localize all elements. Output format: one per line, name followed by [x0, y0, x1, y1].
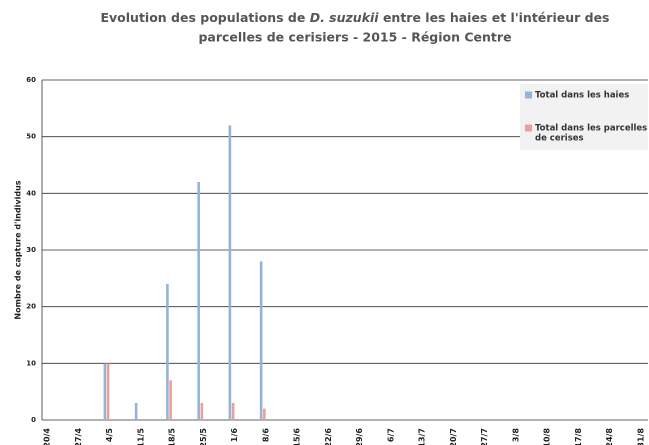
- y-tick-label: 0: [31, 416, 36, 424]
- x-tick-label: 29/6: [355, 428, 364, 445]
- x-tick-label: 6/7: [386, 428, 395, 442]
- x-tick-label: 3/8: [511, 428, 520, 442]
- title-part: Evolution des populations de: [101, 10, 306, 25]
- bar: [228, 125, 232, 420]
- x-tick-label: 11/5: [136, 428, 145, 445]
- x-tick-label: 15/6: [293, 428, 302, 445]
- legend-label: de cerises: [535, 134, 584, 144]
- x-tick-label: 17/8: [574, 428, 583, 445]
- bar: [106, 363, 110, 420]
- y-tick-label: 40: [26, 189, 36, 197]
- bar: [169, 380, 172, 420]
- y-axis-label: Nombre de capture d'individus: [14, 180, 23, 319]
- title-part: entre les haies et l'intérieur des: [383, 10, 610, 25]
- x-tick-label: 18/5: [168, 428, 177, 445]
- chart-title: Evolution des populations de D. suzukii …: [101, 10, 610, 25]
- x-tick-label: 27/7: [480, 428, 489, 445]
- x-tick-label: 8/6: [261, 428, 270, 442]
- x-tick-label: 20/4: [43, 428, 52, 445]
- y-tick-label: 10: [26, 359, 36, 367]
- y-tick-label: 30: [26, 246, 36, 254]
- x-tick-label: 22/6: [324, 428, 333, 445]
- x-tick-label: 1/6: [230, 428, 239, 442]
- x-tick-label: 4/5: [105, 428, 114, 442]
- y-tick-label: 20: [26, 303, 36, 311]
- legend-swatch: [525, 124, 532, 132]
- bar: [200, 403, 204, 420]
- bar: [134, 403, 138, 420]
- x-tick-label: 10/8: [543, 428, 552, 445]
- x-tick-label: 27/4: [74, 428, 83, 445]
- title-part: D. suzukii: [310, 10, 380, 25]
- bar: [231, 403, 235, 420]
- y-tick-label: 60: [26, 76, 36, 84]
- x-tick-label: 13/7: [418, 428, 427, 445]
- bar: [259, 261, 263, 420]
- legend-label: Total dans les haies: [535, 91, 629, 101]
- x-tick-label: 31/8: [636, 428, 645, 445]
- x-tick-label: 20/7: [449, 428, 458, 445]
- chart-title: parcelles de cerisiers - 2015 - Région C…: [198, 30, 511, 45]
- legend-box: [520, 84, 648, 150]
- y-tick-label: 50: [26, 133, 36, 141]
- bar: [166, 284, 169, 420]
- bar: [103, 363, 107, 420]
- bar: [263, 408, 266, 420]
- legend-label: Total dans les parcelles: [535, 124, 647, 134]
- x-tick-label: 25/5: [199, 428, 208, 445]
- bar: [197, 182, 200, 420]
- x-tick-label: 24/8: [605, 428, 614, 445]
- legend-swatch: [525, 91, 532, 99]
